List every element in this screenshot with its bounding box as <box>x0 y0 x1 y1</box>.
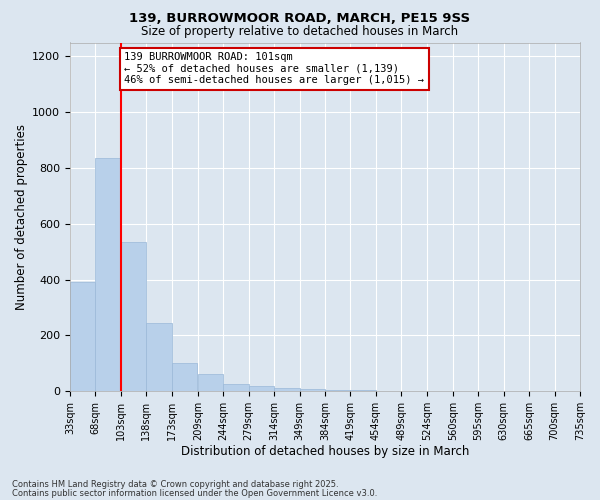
Bar <box>350 390 376 391</box>
Bar <box>401 390 427 391</box>
Bar <box>172 364 197 391</box>
Y-axis label: Number of detached properties: Number of detached properties <box>15 124 28 310</box>
Bar <box>70 282 95 391</box>
Bar <box>223 384 249 391</box>
Text: 139, BURROWMOOR ROAD, MARCH, PE15 9SS: 139, BURROWMOOR ROAD, MARCH, PE15 9SS <box>130 12 470 26</box>
Bar <box>274 388 299 391</box>
Text: Contains public sector information licensed under the Open Government Licence v3: Contains public sector information licen… <box>12 488 377 498</box>
Text: 139 BURROWMOOR ROAD: 101sqm
← 52% of detached houses are smaller (1,139)
46% of : 139 BURROWMOOR ROAD: 101sqm ← 52% of det… <box>124 52 424 86</box>
Bar <box>249 386 274 391</box>
Bar <box>198 374 223 391</box>
Bar <box>95 158 121 391</box>
Text: Contains HM Land Registry data © Crown copyright and database right 2025.: Contains HM Land Registry data © Crown c… <box>12 480 338 489</box>
Bar <box>325 390 350 391</box>
X-axis label: Distribution of detached houses by size in March: Distribution of detached houses by size … <box>181 444 469 458</box>
Bar <box>299 389 325 391</box>
Bar <box>121 242 146 391</box>
Bar <box>146 323 172 391</box>
Text: Size of property relative to detached houses in March: Size of property relative to detached ho… <box>142 25 458 38</box>
Bar <box>376 390 401 391</box>
